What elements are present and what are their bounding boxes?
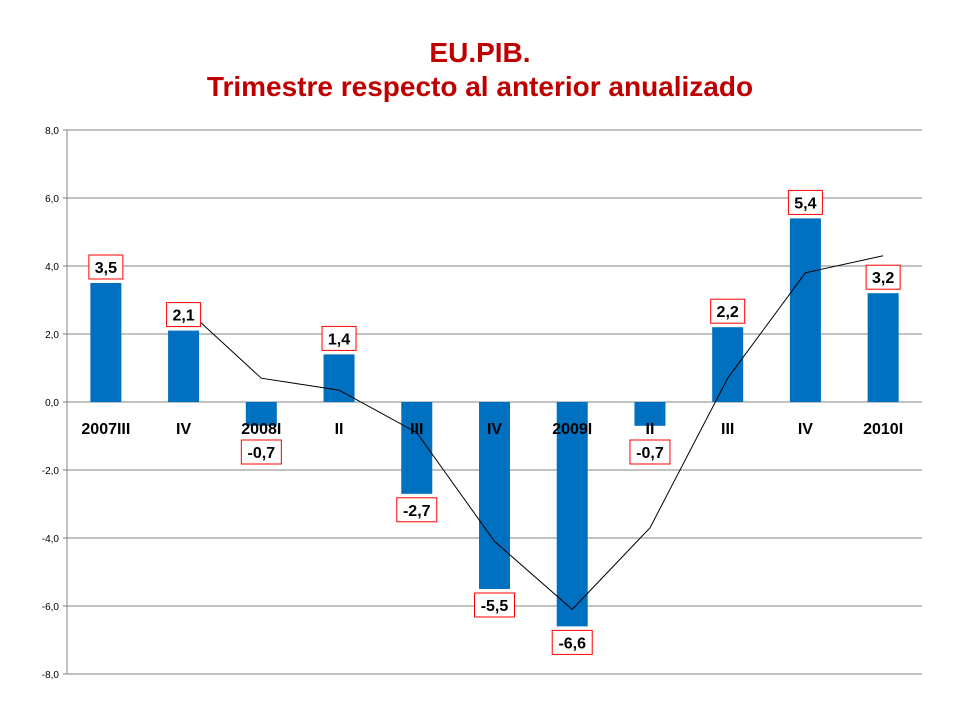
data-label: 1,4 <box>321 325 357 351</box>
data-label: 2,2 <box>710 298 746 324</box>
x-tick-label: 2007III <box>81 421 130 438</box>
data-labels: 3,5 2,1 -0,7 1,4 -2,7 -5,5 -6,6 -0,7 2,2 5,4 3,2 <box>88 189 901 655</box>
bar <box>245 402 277 426</box>
data-label-box <box>865 264 901 290</box>
data-label-text: 3,2 <box>872 270 894 287</box>
y-tick-label: -8,0 <box>42 670 60 681</box>
x-tick-label: 2010I <box>863 421 903 438</box>
x-tick-label: 2008I <box>241 421 281 438</box>
data-label-text: 5,4 <box>794 195 816 212</box>
bar <box>712 327 744 402</box>
y-tick-label: 0,0 <box>45 398 59 409</box>
data-label-text: 1,4 <box>328 331 350 348</box>
data-label-text: -5,5 <box>481 598 509 615</box>
data-label: -0,7 <box>629 439 671 465</box>
data-label-text: -0,7 <box>636 445 664 462</box>
bar <box>90 283 122 402</box>
x-tick-label: II <box>646 421 655 438</box>
data-label-box <box>321 325 357 351</box>
trend-line <box>183 255 884 611</box>
data-label-box <box>166 302 202 328</box>
x-tick-label: IV <box>798 421 813 438</box>
data-label-box <box>629 439 671 465</box>
data-label: -0,7 <box>240 439 282 465</box>
x-tick-label: II <box>335 421 344 438</box>
data-label-text: -0,7 <box>248 445 276 462</box>
data-label-text: -6,6 <box>558 635 586 652</box>
data-label-box <box>551 629 593 655</box>
x-axis-ticks: 2007III IV 2008I II III IV 2009I II III IV 2010I <box>81 421 903 438</box>
data-label-box <box>240 439 282 465</box>
data-label-text: 3,5 <box>95 260 117 277</box>
bar <box>789 218 821 402</box>
bar <box>323 354 355 402</box>
data-label-box <box>710 298 746 324</box>
bar <box>556 402 588 627</box>
bar <box>867 293 899 402</box>
data-label-box <box>474 592 515 618</box>
y-tick-label: -4,0 <box>42 534 60 545</box>
data-label-text: -2,7 <box>403 503 431 520</box>
y-tick-label: 2,0 <box>45 330 59 341</box>
bar <box>168 330 200 402</box>
data-label-text: 2,1 <box>172 308 194 325</box>
chart-title-line2: Trimestre respecto al anterior anualizad… <box>206 71 754 102</box>
chart-title: EU.PIB. Trimestre respecto al anterior a… <box>0 36 960 104</box>
data-label: -6,6 <box>551 629 593 655</box>
y-tick-label: 6,0 <box>45 194 59 205</box>
y-tick-label: 8,0 <box>45 126 59 137</box>
y-tick-label: -6,0 <box>42 602 60 613</box>
line-series <box>183 255 884 611</box>
x-tick-label: 2009I <box>552 421 592 438</box>
data-label: 2,1 <box>166 302 202 328</box>
data-label: -5,5 <box>474 592 515 618</box>
x-tick-label: IV <box>176 421 191 438</box>
y-tick-label: -2,0 <box>42 466 60 477</box>
data-label: 3,2 <box>865 264 901 290</box>
data-label: -2,7 <box>396 497 438 523</box>
data-label-box <box>787 189 823 215</box>
bar <box>634 402 666 426</box>
x-tick-label: IV <box>487 421 502 438</box>
bar <box>401 402 433 494</box>
data-label-box <box>396 497 438 523</box>
bar-series <box>90 218 899 627</box>
data-label-box <box>88 254 124 280</box>
bar <box>479 402 510 589</box>
data-label: 3,5 <box>88 254 124 280</box>
x-tick-label: III <box>410 421 423 438</box>
x-tick-label: III <box>721 421 734 438</box>
y-tick-label: 4,0 <box>45 262 59 273</box>
data-label-text: 2,2 <box>717 304 739 321</box>
data-label: 5,4 <box>787 189 823 215</box>
chart-title-line1: EU.PIB. <box>429 37 531 68</box>
